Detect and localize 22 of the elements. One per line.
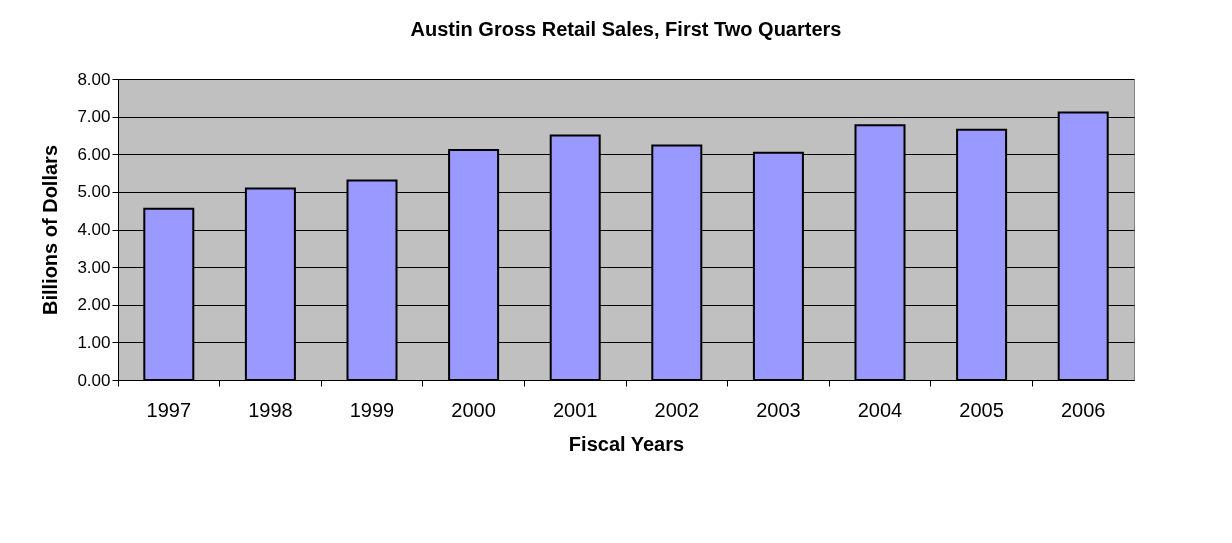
x-tick-label: 2001 bbox=[552, 398, 598, 421]
y-tick-label: 4.00 bbox=[77, 220, 111, 239]
y-tick-label: 8.00 bbox=[77, 69, 111, 89]
x-tick-label: 1998 bbox=[248, 398, 293, 421]
chart-title: Austin Gross Retail Sales, First Two Quarters bbox=[410, 18, 842, 40]
y-tick-label: 6.00 bbox=[77, 144, 111, 164]
x-tick-label: 2006 bbox=[1060, 398, 1106, 421]
x-axis-title: Fiscal Years bbox=[568, 432, 685, 455]
x-tick-label: 2002 bbox=[654, 398, 700, 421]
x-tick-label: 1999 bbox=[349, 398, 395, 421]
x-tick-label: 1997 bbox=[146, 398, 192, 421]
y-tick-label: 1.00 bbox=[77, 332, 111, 352]
y-tick-label: 7.00 bbox=[77, 107, 111, 127]
x-tick-label: 2003 bbox=[756, 398, 801, 421]
y-tick-label: 5.00 bbox=[77, 182, 111, 202]
y-axis-title: Billions of Dollars bbox=[39, 144, 62, 316]
x-tick-label: 2004 bbox=[857, 398, 903, 421]
x-tick-label: 2005 bbox=[959, 398, 1004, 421]
y-tick-label: 0.00 bbox=[77, 370, 111, 390]
y-tick-label: 3.00 bbox=[77, 257, 111, 277]
x-tick-label: 2000 bbox=[451, 398, 496, 421]
y-tick-label: 2.00 bbox=[77, 295, 111, 315]
